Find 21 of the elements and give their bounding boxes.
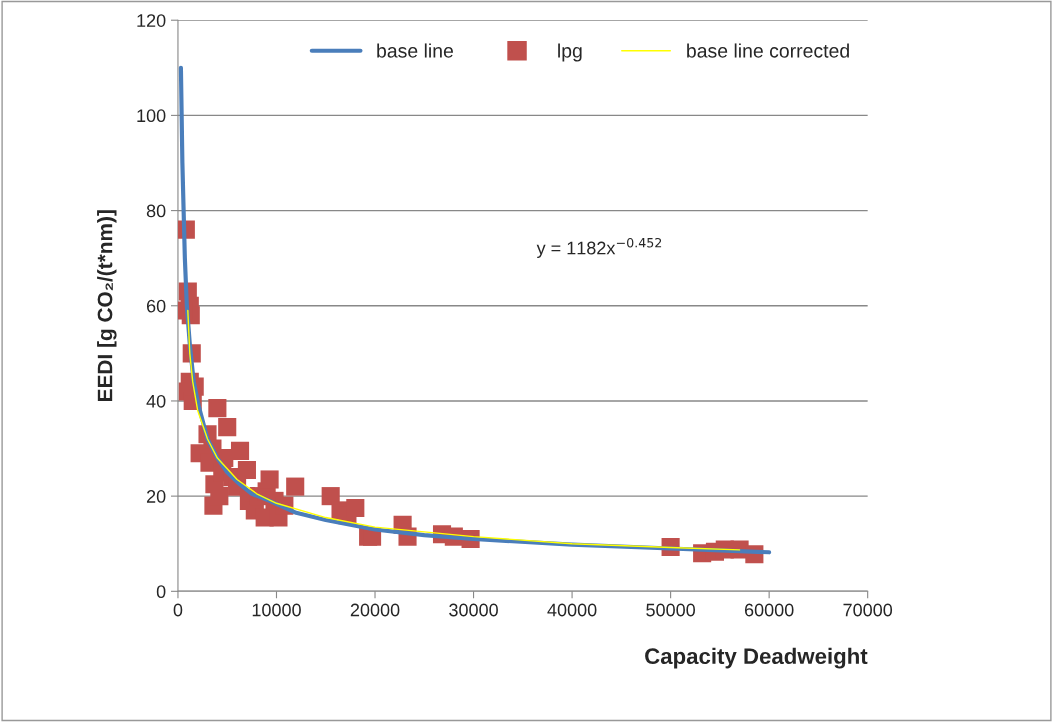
- y-tick-label: 40: [146, 394, 166, 408]
- y-tick-label: 60: [146, 299, 166, 313]
- x-tick-label: 20000: [350, 603, 400, 617]
- y-tick-label: 100: [137, 109, 166, 123]
- x-tick-label: 40000: [547, 603, 597, 617]
- y-tick-label: 80: [146, 204, 166, 218]
- y-axis-title: EEDI [g CO₂/(t*nm)]: [97, 210, 117, 402]
- x-tick-label: 70000: [843, 603, 893, 617]
- x-tick-label: 10000: [252, 603, 301, 617]
- x-tick-label: 50000: [646, 603, 696, 617]
- legend-label: lpg: [558, 43, 582, 62]
- x-tick-label: 60000: [744, 603, 794, 617]
- y-tick-label: 20: [146, 490, 166, 503]
- x-tick-label: 0: [173, 603, 183, 617]
- y-tick-label: 0: [156, 585, 166, 599]
- legend-label: base line corrected: [687, 43, 849, 58]
- annotation: y = 1182x$^{−0.452}$: [536, 237, 662, 258]
- x-tick-label: 30000: [449, 603, 498, 617]
- x-axis-title: Capacity Deadweight: [645, 647, 868, 669]
- y-tick-label: 120: [137, 14, 166, 27]
- legend-label: base line: [377, 43, 453, 58]
